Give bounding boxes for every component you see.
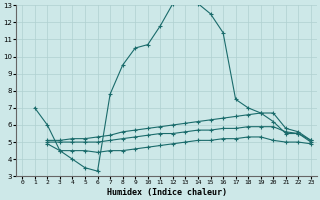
X-axis label: Humidex (Indice chaleur): Humidex (Indice chaleur) [107,188,227,197]
